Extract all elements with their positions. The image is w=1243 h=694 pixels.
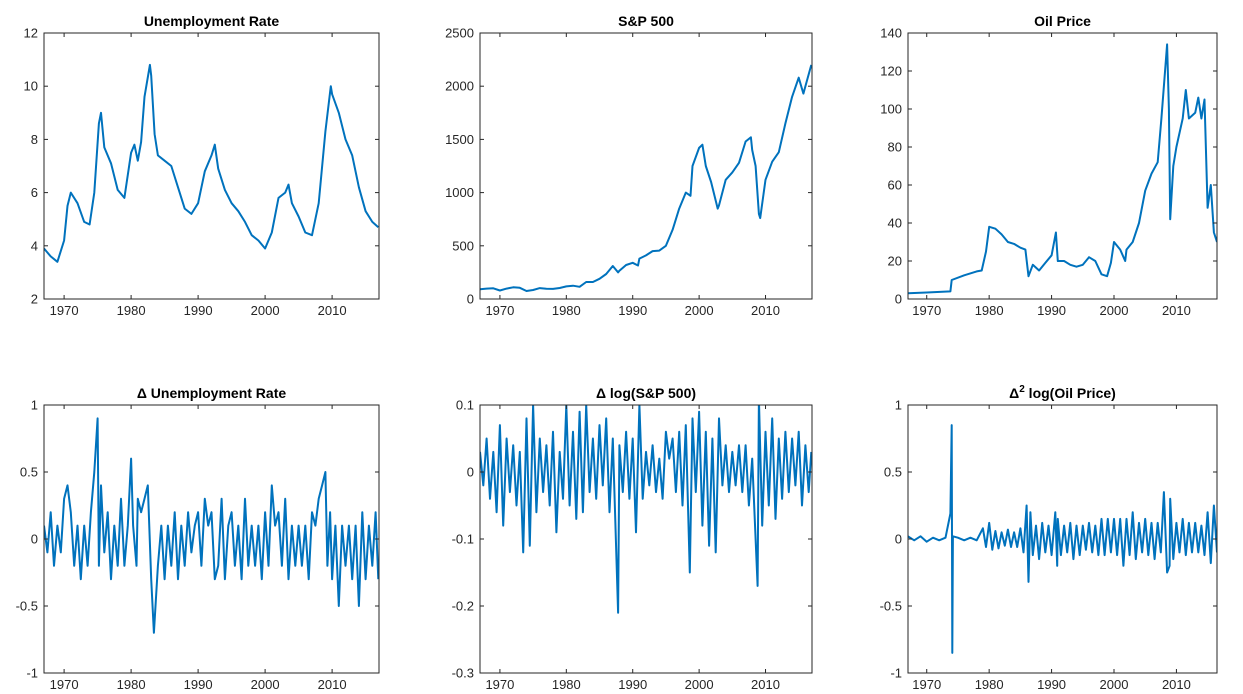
y-tick-label: -0.5 [880, 599, 902, 614]
chart-panel: S&P 500 1970 1980 1990 2000 2010 0 500 1000 1500 2… [445, 13, 813, 318]
x-tick-label: 2000 [685, 677, 714, 692]
y-tick-label: 100 [880, 102, 902, 117]
x-tick-label: 2000 [1100, 303, 1129, 318]
x-tick-label: 1980 [552, 677, 581, 692]
y-tick-label: -0.1 [452, 532, 474, 547]
series-line [480, 64, 812, 292]
y-tick-label: 0 [467, 292, 474, 307]
y-tick-label: 8 [31, 132, 38, 147]
y-tick-label: 0 [31, 532, 38, 547]
x-tick-label: 1990 [1037, 677, 1066, 692]
y-tick-label: 500 [452, 238, 474, 253]
series-line [44, 417, 379, 634]
y-tick-label: 120 [880, 64, 902, 79]
y-tick-label: 40 [888, 216, 902, 231]
chart-title: Δ2 log(Oil Price) [1009, 384, 1116, 401]
x-tick-label: 1990 [184, 677, 213, 692]
y-tick-label: 20 [888, 254, 902, 269]
y-tick-label: 0 [895, 292, 902, 307]
chart-title: Δ log(S&P 500) [596, 385, 696, 401]
x-tick-label: 2010 [751, 303, 780, 318]
x-tick-label: 1980 [975, 303, 1004, 318]
x-tick-label: 2010 [318, 303, 347, 318]
x-tick-label: 1980 [552, 303, 581, 318]
y-tick-label: 0.5 [884, 465, 902, 480]
x-tick-label: 1970 [912, 303, 941, 318]
chart-panel: Δ log(S&P 500) 1970 1980 1990 2000 2010 -0.3 -0… [452, 385, 813, 692]
y-tick-label: -1 [890, 666, 902, 681]
axis-frame [479, 32, 813, 300]
y-tick-label: 80 [888, 140, 902, 155]
x-tick-label: 1990 [618, 677, 647, 692]
y-tick-label: -1 [26, 666, 38, 681]
x-tick-label: 1970 [485, 303, 514, 318]
y-tick-label: 10 [24, 79, 38, 94]
series-line [908, 43, 1217, 295]
x-tick-label: 2010 [751, 677, 780, 692]
y-tick-label: 1 [895, 398, 902, 413]
chart-panel: Δ2 log(Oil Price) 1970 1980 1990 2000 2010 -1 -… [880, 384, 1218, 692]
chart-title-superscript: 2 [1019, 384, 1025, 395]
chart-title: Unemployment Rate [144, 13, 280, 29]
y-tick-label: 0 [467, 465, 474, 480]
y-tick-label: 2 [31, 292, 38, 307]
chart-title: Oil Price [1034, 13, 1091, 29]
axis-frame [907, 32, 1218, 300]
x-tick-label: 2010 [318, 677, 347, 692]
y-tick-label: 4 [31, 238, 38, 253]
axis-frame [43, 32, 380, 300]
x-tick-label: 2000 [1100, 677, 1129, 692]
y-tick-label: 1000 [445, 185, 474, 200]
y-tick-label: 0 [895, 532, 902, 547]
x-tick-label: 2000 [251, 677, 280, 692]
y-tick-label: 0.5 [20, 465, 38, 480]
x-tick-label: 1990 [618, 303, 647, 318]
y-tick-label: 12 [24, 26, 38, 41]
x-tick-label: 1970 [50, 677, 79, 692]
x-tick-label: 2000 [251, 303, 280, 318]
y-tick-label: -0.3 [452, 666, 474, 681]
y-tick-label: 140 [880, 26, 902, 41]
x-tick-label: 1980 [975, 677, 1004, 692]
chart-title-rest: log(Oil Price) [1025, 385, 1116, 401]
x-tick-label: 2000 [685, 303, 714, 318]
x-tick-label: 1970 [50, 303, 79, 318]
chart-panel: Δ Unemployment Rate 1970 1980 1990 2000 2010 -… [16, 385, 380, 692]
chart-panel: Oil Price 1970 1980 1990 2000 2010 0 20 40 60 80 10… [880, 13, 1218, 318]
y-tick-label: 6 [31, 185, 38, 200]
chart-title: Δ Unemployment Rate [137, 385, 287, 401]
y-tick-label: 2000 [445, 79, 474, 94]
y-tick-label: 60 [888, 178, 902, 193]
x-tick-label: 1970 [485, 677, 514, 692]
x-tick-label: 1980 [117, 677, 146, 692]
chart-title-delta: Δ [1009, 385, 1019, 401]
series-line [480, 405, 812, 614]
y-tick-label: -0.2 [452, 599, 474, 614]
series-line [908, 424, 1217, 654]
x-tick-label: 1990 [184, 303, 213, 318]
chart-panel: Unemployment Rate 1970 1980 1990 2000 2010 2 4 6… [24, 13, 380, 318]
y-tick-label: 2500 [445, 26, 474, 41]
x-tick-label: 1990 [1037, 303, 1066, 318]
x-tick-label: 1980 [117, 303, 146, 318]
chart-title: S&P 500 [618, 13, 674, 29]
x-tick-label: 2010 [1162, 677, 1191, 692]
series-line [44, 63, 379, 263]
y-tick-label: 1500 [445, 132, 474, 147]
y-tick-label: -0.5 [16, 599, 38, 614]
x-tick-label: 1970 [912, 677, 941, 692]
x-tick-label: 2010 [1162, 303, 1191, 318]
y-tick-label: 1 [31, 398, 38, 413]
y-tick-label: 0.1 [456, 398, 474, 413]
